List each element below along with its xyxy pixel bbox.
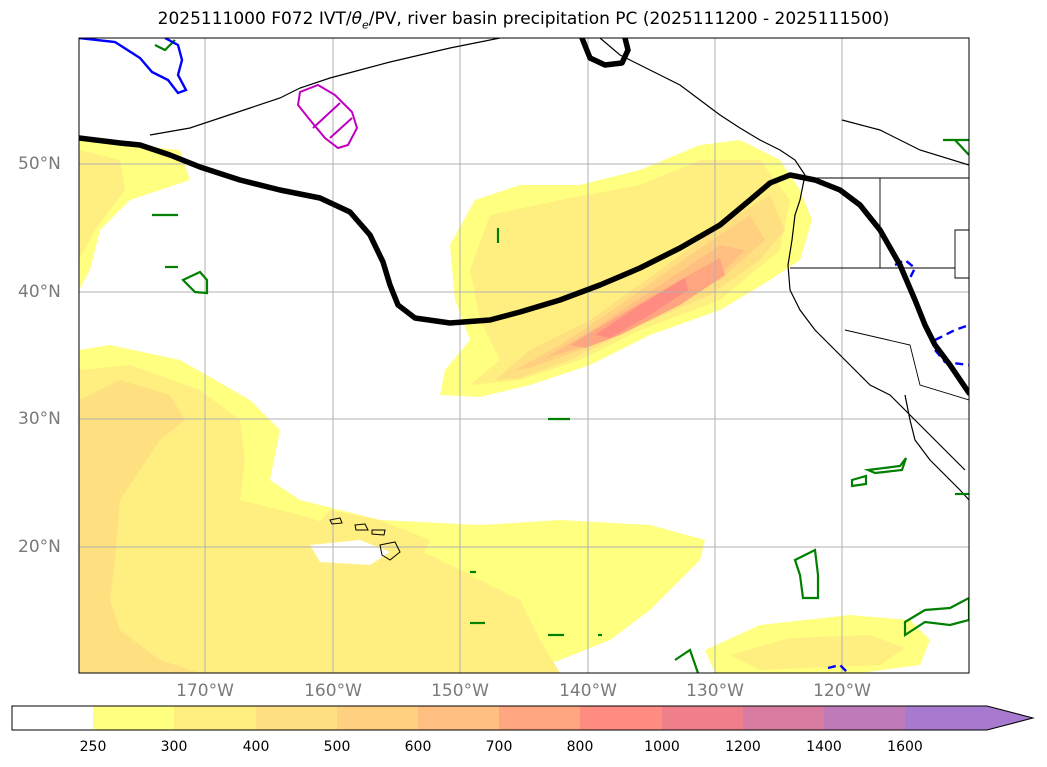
lat-label-40n: 40°N <box>18 282 61 302</box>
lat-label-30n: 30°N <box>18 409 61 429</box>
map-frame <box>78 37 970 674</box>
precip-fill-300-se <box>730 635 905 670</box>
colorbar <box>11 705 1035 731</box>
lon-label-120w: 120°W <box>813 681 871 701</box>
lon-label-170w: 170°W <box>176 681 234 701</box>
colorbar-tick-1200: 1200 <box>725 739 761 755</box>
colorbar-tick-700: 700 <box>485 739 513 755</box>
magenta-contour <box>296 83 359 150</box>
colorbar-tick-1600: 1600 <box>887 739 923 755</box>
lon-label-130w: 130°W <box>686 681 744 701</box>
colorbar-tick-500: 500 <box>323 739 351 755</box>
lon-label-160w: 160°W <box>304 681 362 701</box>
precip-fill-400-south <box>79 380 200 673</box>
colorbar-tick-300: 300 <box>160 739 188 755</box>
colorbar-tick-250: 250 <box>79 739 107 755</box>
colorbar-tick-800: 800 <box>566 739 594 755</box>
colorbar-tick-400: 400 <box>242 739 270 755</box>
lat-label-50n: 50°N <box>18 154 61 174</box>
political-borders <box>790 177 969 401</box>
lon-label-150w: 150°W <box>431 681 489 701</box>
colorbar-tick-1000: 1000 <box>644 739 680 755</box>
hawaii-gap <box>310 540 390 565</box>
lon-label-140w: 140°W <box>559 681 617 701</box>
map-title: 2025111000 F072 IVT/θe/PV, river basin p… <box>157 9 890 32</box>
precip-fill-300-south <box>79 365 560 673</box>
colorbar-tick-600: 600 <box>404 739 432 755</box>
coastlines <box>149 38 969 501</box>
lat-label-20n: 20°N <box>18 537 61 557</box>
colorbar-tick-1400: 1400 <box>806 739 842 755</box>
hawaii-islands <box>329 517 401 561</box>
precip-fill-300-west <box>79 150 125 260</box>
green-contours <box>152 39 969 673</box>
pv-contour <box>79 38 969 396</box>
precip-fill-800-ar <box>595 278 688 338</box>
